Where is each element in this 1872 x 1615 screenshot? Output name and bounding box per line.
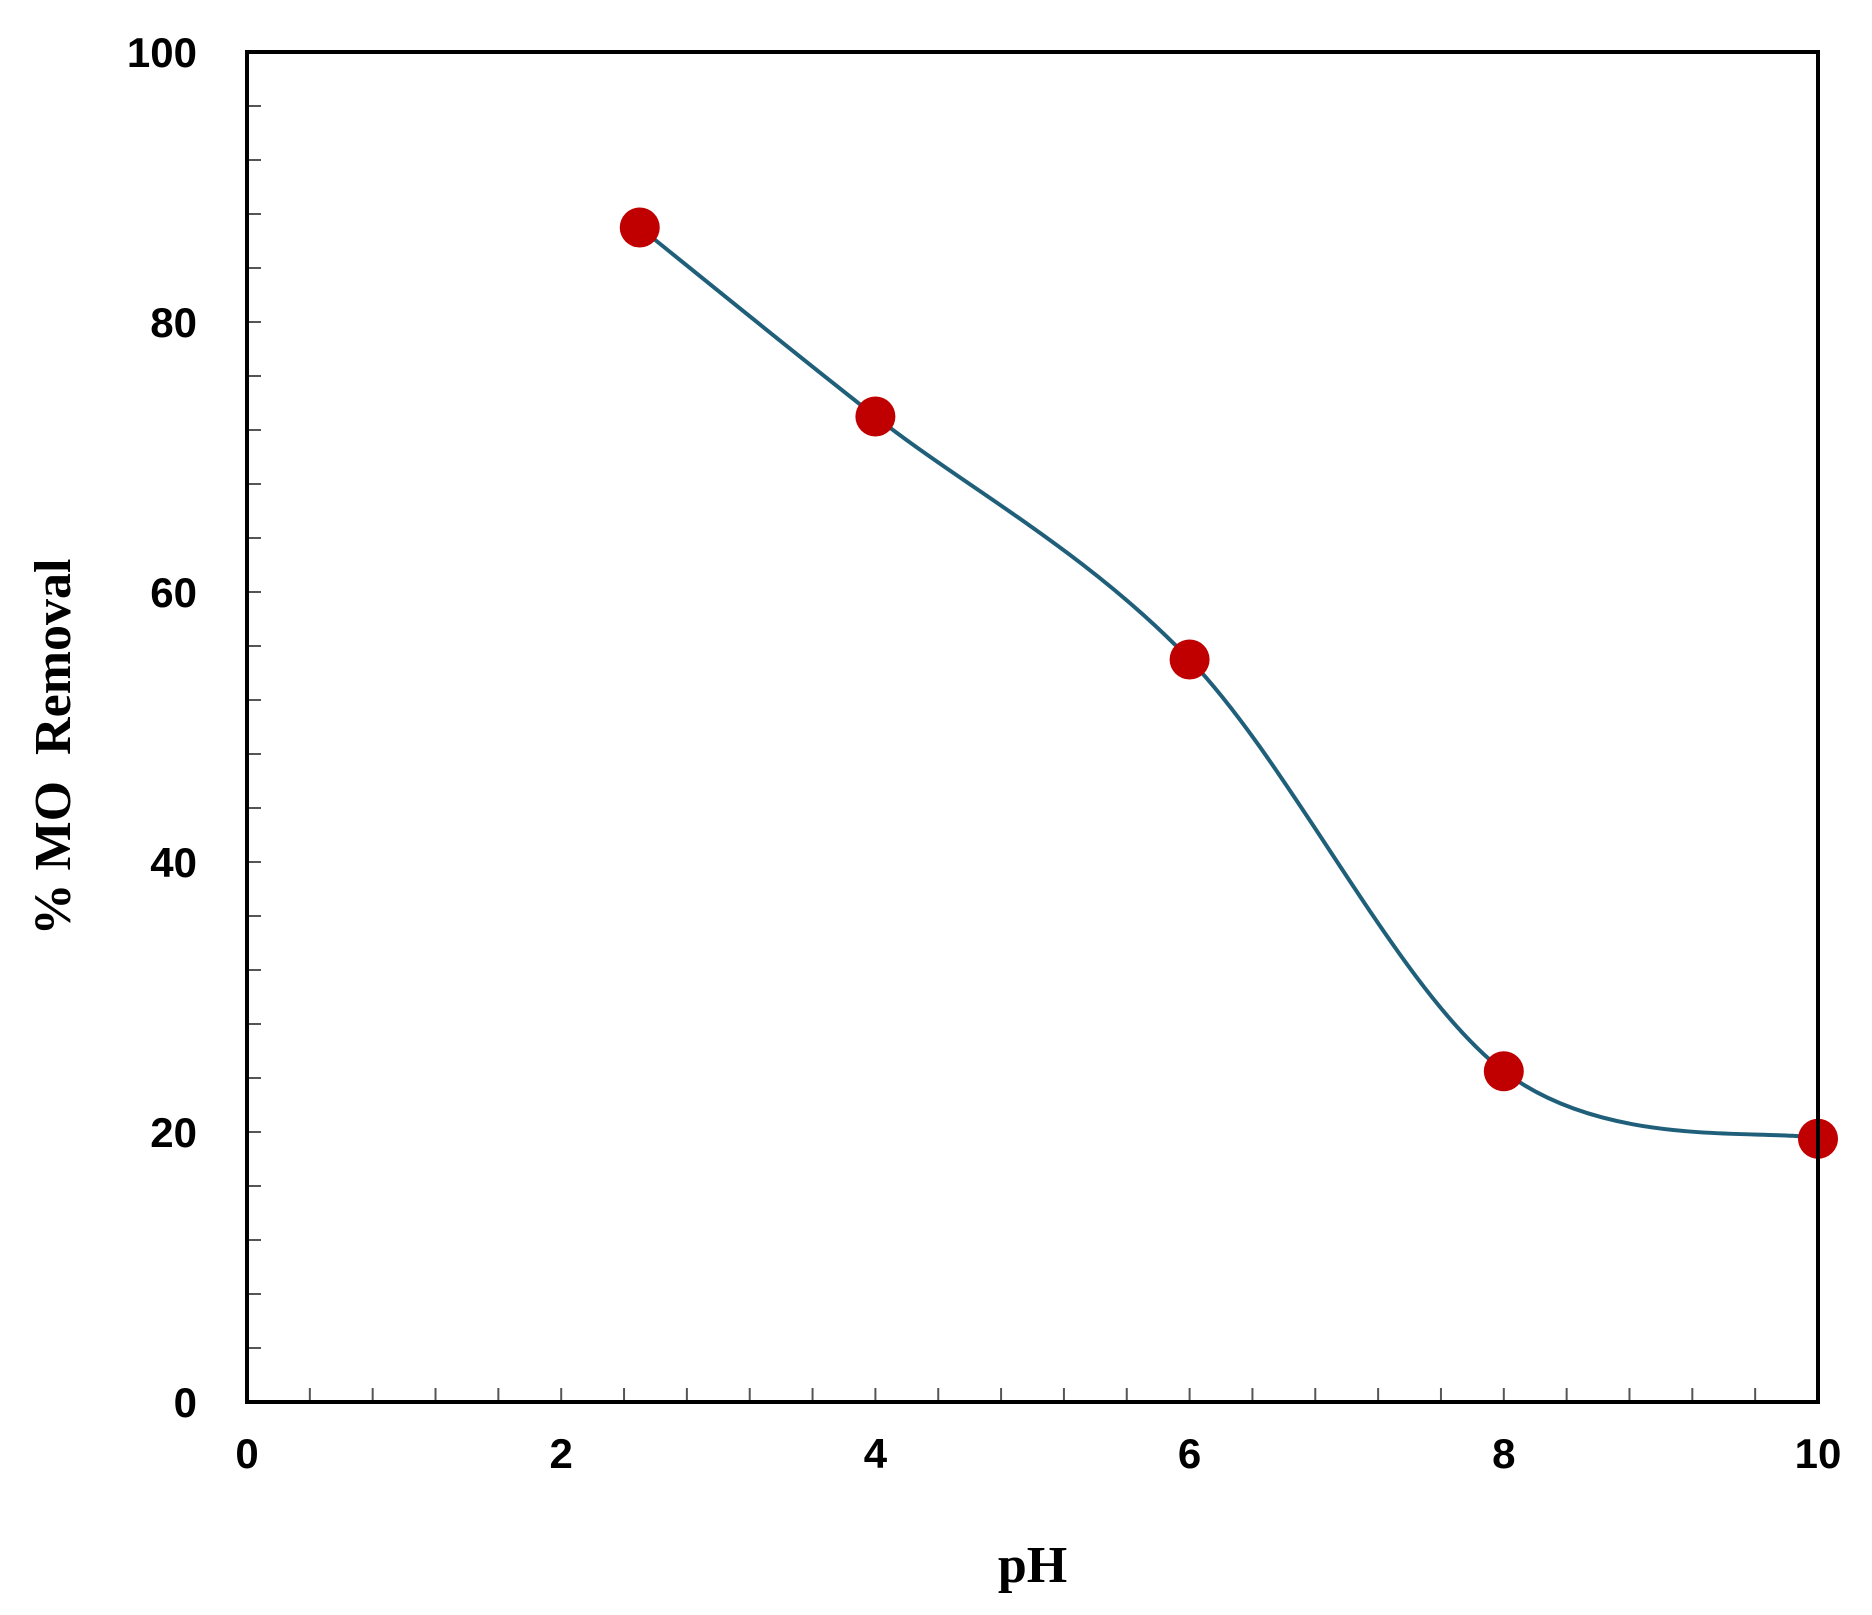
y-axis-title: % MO Removal: [25, 559, 82, 936]
y-tick-label: 60: [150, 569, 197, 616]
data-point: [619, 207, 660, 248]
y-tick-labels: 0 20 40 60 80 100: [127, 29, 197, 1426]
y-tick-label: 40: [150, 839, 197, 886]
y-tick-label: 80: [150, 299, 197, 346]
x-tick-label: 8: [1492, 1430, 1515, 1477]
x-tick-label: 2: [550, 1430, 573, 1477]
x-tick-labels: 0 2 4 6 8 10: [235, 1430, 1841, 1477]
data-point: [1169, 639, 1210, 680]
plot-frame: [245, 50, 1820, 1404]
y-tick-label: 100: [127, 29, 197, 76]
minor-ticks: [247, 105, 1757, 1402]
x-tick-label: 4: [864, 1430, 888, 1477]
data-markers: [619, 207, 1838, 1159]
data-point: [1483, 1051, 1524, 1092]
data-point: [855, 396, 896, 437]
y-tick-label: 20: [150, 1109, 197, 1156]
x-tick-label: 10: [1795, 1430, 1842, 1477]
x-tick-label: 6: [1178, 1430, 1201, 1477]
x-axis-title: pH: [998, 1537, 1067, 1594]
series-line: [638, 225, 1819, 1141]
x-tick-label: 0: [235, 1430, 258, 1477]
y-tick-label: 0: [174, 1379, 197, 1426]
